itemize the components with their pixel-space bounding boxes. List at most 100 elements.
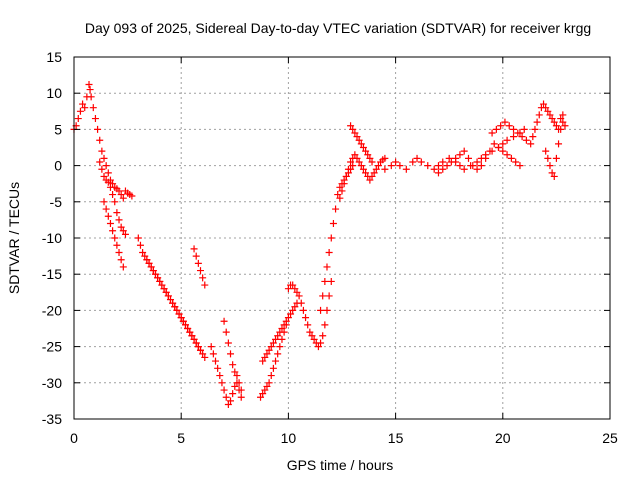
data-point bbox=[154, 274, 162, 282]
data-point bbox=[486, 147, 494, 155]
data-point bbox=[111, 234, 119, 242]
data-point bbox=[199, 350, 207, 358]
data-point bbox=[552, 154, 560, 162]
data-point bbox=[229, 390, 237, 398]
data-point bbox=[151, 270, 159, 278]
data-point bbox=[321, 321, 329, 329]
data-point bbox=[265, 379, 273, 387]
data-point bbox=[488, 129, 496, 137]
data-point bbox=[473, 158, 481, 166]
data-point bbox=[291, 285, 299, 293]
data-point bbox=[171, 303, 179, 311]
data-point bbox=[145, 259, 153, 267]
data-point bbox=[518, 133, 526, 141]
data-point bbox=[276, 328, 284, 336]
data-point bbox=[334, 191, 342, 199]
data-point bbox=[359, 144, 367, 151]
data-point bbox=[121, 230, 129, 238]
data-point bbox=[559, 111, 567, 119]
data-point bbox=[527, 140, 535, 148]
data-point bbox=[113, 241, 121, 249]
data-points bbox=[70, 81, 569, 409]
data-point bbox=[490, 140, 498, 148]
data-point bbox=[460, 147, 468, 155]
data-point bbox=[359, 165, 367, 173]
data-point bbox=[166, 296, 174, 304]
data-point bbox=[542, 104, 550, 112]
data-point bbox=[96, 136, 104, 144]
data-point bbox=[227, 397, 235, 405]
data-point bbox=[280, 321, 288, 329]
data-point bbox=[76, 107, 84, 115]
data-point bbox=[162, 288, 170, 296]
data-point bbox=[540, 100, 548, 108]
data-point bbox=[117, 191, 125, 199]
data-point bbox=[497, 122, 505, 130]
data-point bbox=[417, 158, 425, 166]
data-point bbox=[338, 187, 346, 195]
chart-title: Day 093 of 2025, Sidereal Day-to-day VTE… bbox=[85, 20, 591, 36]
data-point bbox=[222, 393, 230, 401]
data-point bbox=[351, 129, 359, 137]
y-tick-label: -30 bbox=[42, 375, 62, 391]
data-point bbox=[499, 140, 507, 148]
data-point bbox=[409, 158, 417, 166]
x-tick-label: 20 bbox=[495, 430, 511, 446]
x-tick-label: 25 bbox=[602, 430, 618, 446]
data-point bbox=[156, 277, 164, 285]
data-point bbox=[91, 115, 99, 123]
data-point bbox=[136, 241, 144, 249]
data-point bbox=[119, 263, 127, 271]
data-point bbox=[269, 364, 277, 372]
data-point bbox=[106, 183, 114, 191]
data-point bbox=[546, 162, 554, 170]
data-point bbox=[289, 281, 297, 289]
data-point bbox=[299, 306, 307, 314]
data-point bbox=[329, 220, 337, 228]
data-point bbox=[325, 248, 333, 256]
data-point bbox=[552, 122, 560, 130]
data-point bbox=[106, 220, 114, 228]
data-point bbox=[222, 328, 230, 336]
data-point bbox=[86, 86, 94, 94]
data-point bbox=[227, 350, 235, 358]
data-point bbox=[284, 314, 292, 322]
x-tick-labels: 0 5 10 15 20 25 bbox=[70, 430, 618, 446]
data-point bbox=[291, 303, 299, 311]
data-point bbox=[492, 125, 500, 133]
data-point bbox=[201, 353, 209, 361]
data-point bbox=[447, 158, 455, 166]
data-point bbox=[293, 288, 301, 296]
data-point bbox=[190, 335, 198, 343]
data-point bbox=[179, 317, 187, 325]
data-point bbox=[141, 252, 149, 260]
data-point bbox=[276, 343, 284, 351]
data-point bbox=[186, 328, 194, 336]
data-point bbox=[278, 325, 286, 332]
data-point bbox=[306, 328, 314, 336]
data-point bbox=[115, 187, 123, 195]
data-point bbox=[81, 104, 89, 112]
data-point bbox=[113, 209, 121, 217]
data-point bbox=[366, 176, 374, 184]
data-point bbox=[555, 140, 563, 148]
data-point bbox=[259, 357, 267, 365]
data-point bbox=[310, 335, 318, 343]
data-point bbox=[278, 335, 286, 343]
data-point bbox=[287, 310, 295, 318]
data-point bbox=[424, 162, 432, 170]
data-point bbox=[505, 122, 513, 130]
data-point bbox=[342, 172, 350, 180]
y-tick-label: -15 bbox=[42, 266, 62, 282]
data-point bbox=[261, 353, 269, 361]
data-point bbox=[336, 194, 344, 202]
data-point bbox=[325, 292, 333, 300]
data-point bbox=[452, 154, 460, 162]
data-point bbox=[274, 332, 282, 340]
data-point bbox=[209, 350, 217, 358]
data-point bbox=[516, 162, 524, 170]
data-point bbox=[495, 144, 503, 151]
data-point bbox=[192, 252, 200, 260]
data-point bbox=[439, 158, 447, 166]
data-point bbox=[149, 267, 157, 275]
